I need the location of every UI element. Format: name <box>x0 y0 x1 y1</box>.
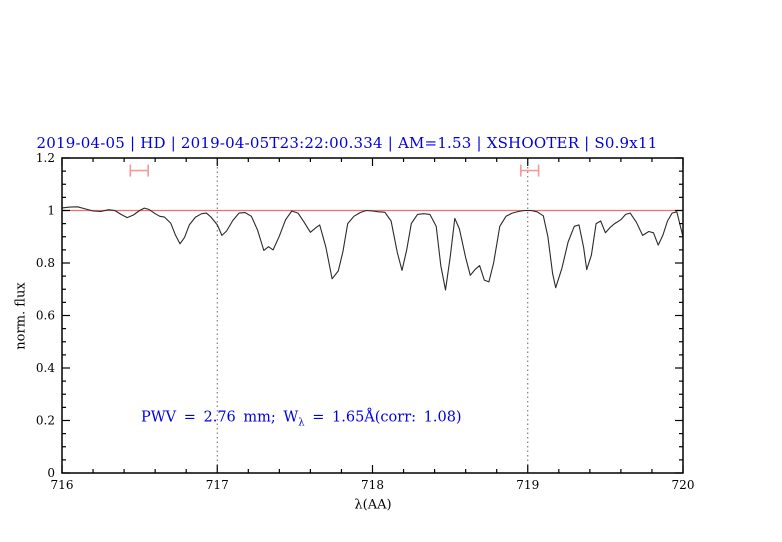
x-tick-label: 718 <box>361 478 384 492</box>
plot-title: 2019-04-05 | HD | 2019-04-05T23:22:00.33… <box>36 134 658 152</box>
y-tick-label: 0.8 <box>36 256 55 270</box>
y-tick-label: 0 <box>47 466 55 480</box>
range-marker <box>519 164 540 177</box>
x-tick-label: 716 <box>51 478 74 492</box>
pwv-annotation-part2: = 1.65Å(corr: 1.08) <box>304 409 462 426</box>
pwv-annotation: PWV = 2.76 mm; Wλ = 1.65Å(corr: 1.08) <box>141 410 462 429</box>
spectrum-line <box>61 206 684 291</box>
y-tick-label: 0.4 <box>36 361 55 375</box>
y-axis-label: norm. flux <box>13 282 29 350</box>
x-tick-label: 720 <box>672 478 695 492</box>
range-marker <box>129 164 149 177</box>
pwv-annotation-part1: PWV = 2.76 mm; W <box>141 409 299 426</box>
x-tick-label: 717 <box>206 478 229 492</box>
x-tick-label: 719 <box>516 478 539 492</box>
y-tick-label: 0.6 <box>36 309 55 323</box>
y-tick-label: 1 <box>47 204 55 218</box>
y-tick-label: 0.2 <box>36 414 55 428</box>
x-axis-label: λ(AA) <box>354 497 392 513</box>
y-tick-label: 1.2 <box>36 151 55 165</box>
pwv-annotation-sub: λ <box>298 417 305 429</box>
